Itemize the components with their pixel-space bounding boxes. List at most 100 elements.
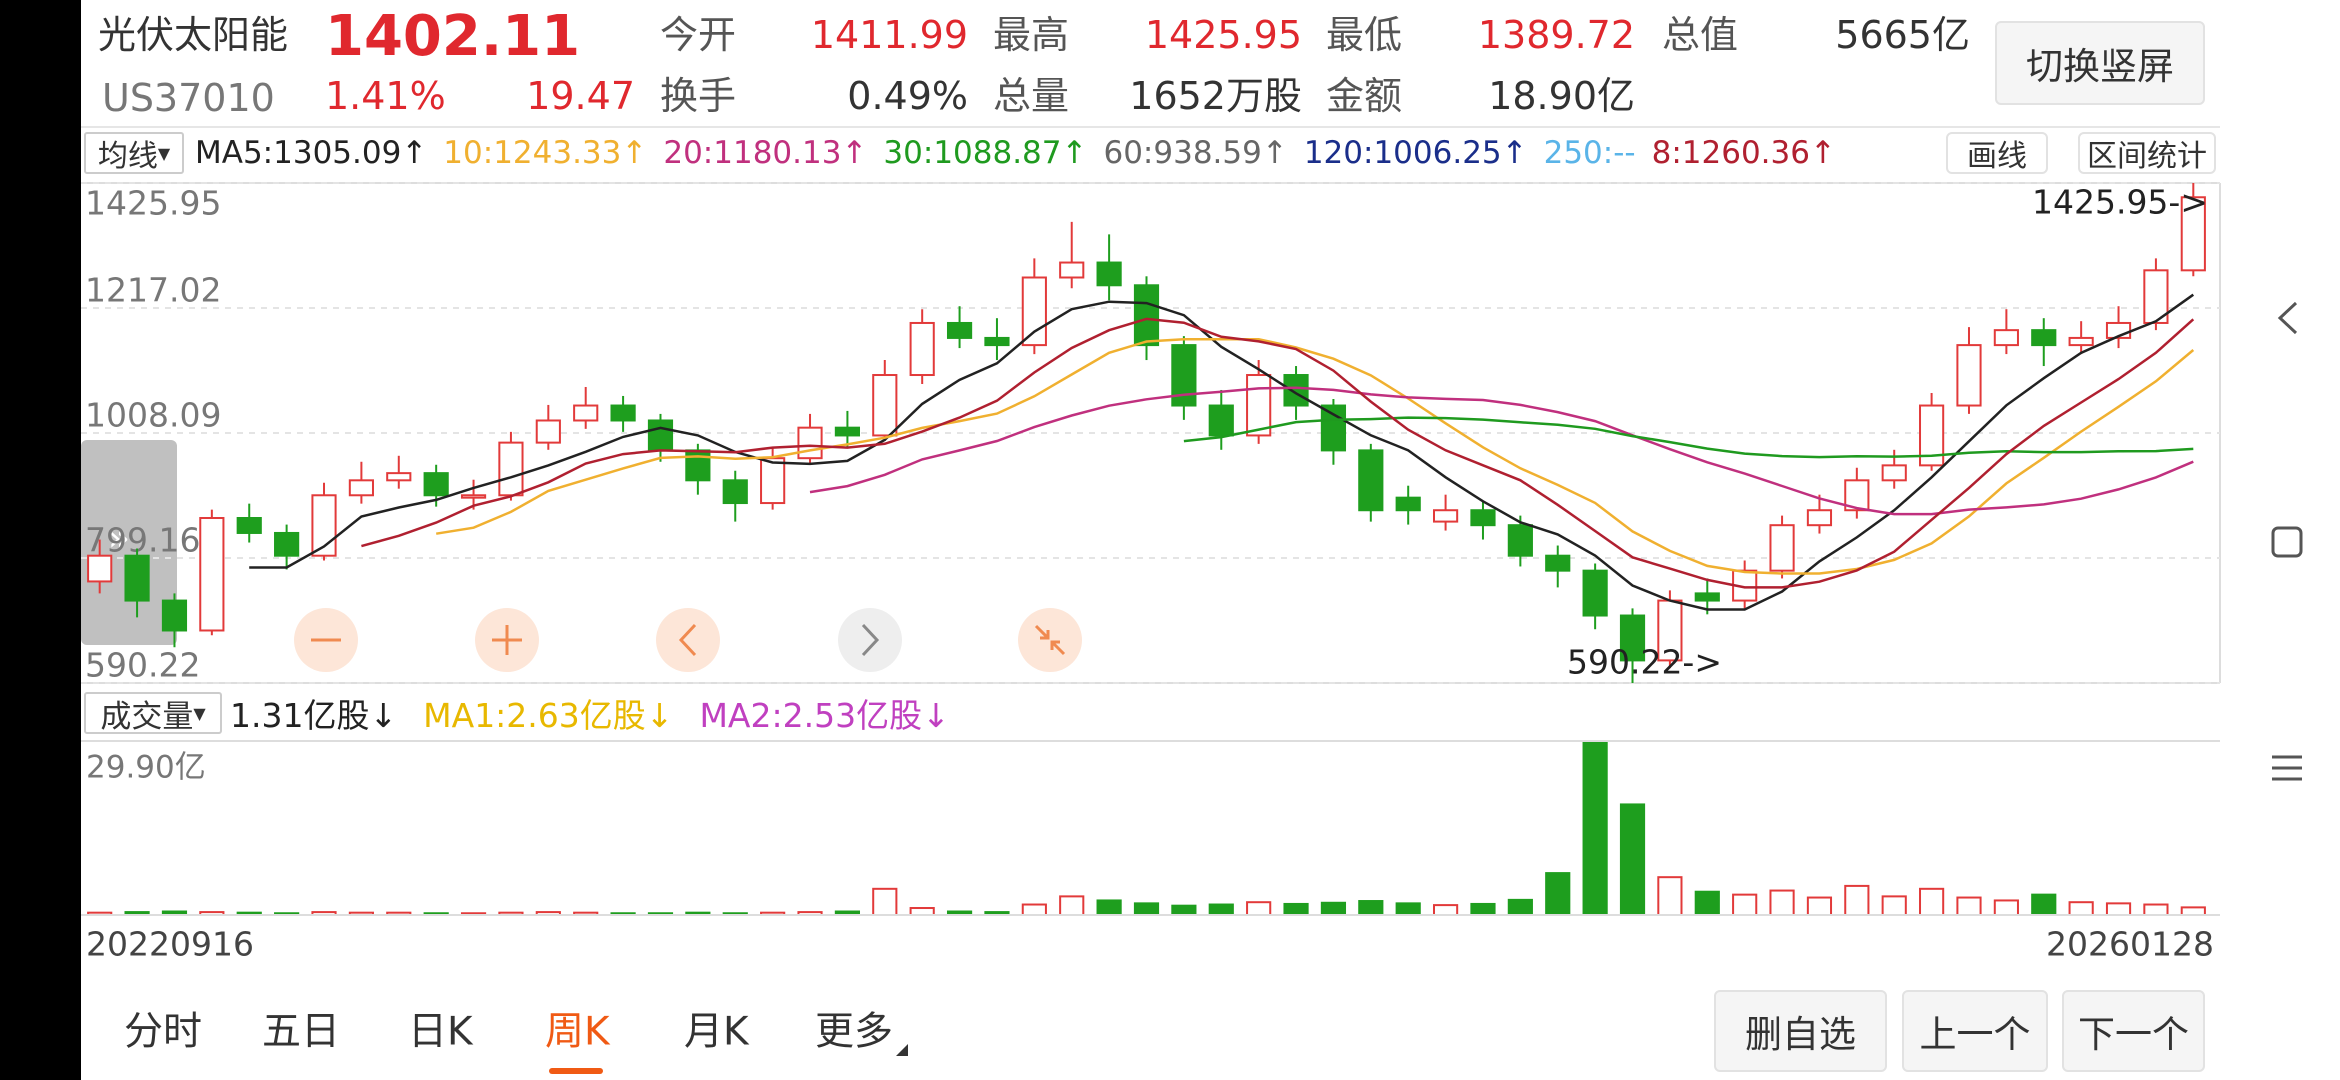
stock-price: 1402.11 [325,4,581,69]
tab[interactable]: 月K [684,1009,749,1055]
range-button[interactable]: 区间统计 [2078,132,2216,174]
candle-body [685,449,711,482]
ma-legend: MA5:1305.09↑ [195,135,428,171]
y-tick-label: 590.22 [85,646,200,685]
back-icon[interactable] [2277,301,2298,335]
menu-icon[interactable] [2272,755,2302,781]
ma-line [361,317,2195,589]
stock-code: US37010 [102,76,275,120]
tab[interactable]: 周K [545,1009,610,1055]
volume-bar [909,907,935,917]
min-annotation: 590.22-> [1567,643,1722,682]
volume-bar [1919,887,1945,916]
reset-zoom[interactable] [1018,608,1082,672]
ma-items: MA5:1305.09↑ 10:1243.33↑ 20:1180.13↑ 30:108… [195,135,1836,171]
candle-body [161,599,188,632]
tab-underline [549,1068,603,1074]
action-button[interactable]: 上一个 [1902,990,2048,1072]
volume-bar [1732,893,1758,916]
rotate-button[interactable]: 切换竖屏 [1995,21,2205,105]
change: 19.47 [526,74,635,118]
y-tick-label: 1217.02 [85,270,221,309]
ma-selector-label: 均线 [97,139,158,174]
action-button[interactable]: 下一个 [2062,990,2205,1072]
volume-bar [1432,904,1459,916]
vol-selector[interactable]: 成交量 ▼ [84,692,222,735]
candle-body [1881,464,1907,482]
more-arrow [896,1044,908,1056]
stat-value: 0.49% [847,74,968,118]
divider [81,126,2220,128]
candle-body [1806,509,1833,527]
vol-legend: MA1:2.63亿股↓ [423,696,674,735]
volume-bar [2031,893,2057,916]
candle-body [834,426,861,437]
icon [1034,624,1066,656]
tab[interactable]: 日K [408,1009,473,1055]
home-icon[interactable] [2271,526,2303,558]
candle-body [573,404,599,422]
left-bar [0,0,81,1080]
stat-label: 总量 [993,74,1070,118]
candle-body [236,517,262,534]
ma-line [436,337,2195,575]
volume-bar [1507,898,1533,917]
candle-body [1470,509,1496,527]
volume-bar [1096,899,1122,916]
candle-body [535,419,561,444]
y-tick-label: 1425.95 [85,184,221,223]
candle-body [1320,404,1347,452]
dropdown-arrow: ▼ [193,703,206,723]
volume-bar [1133,902,1160,917]
candle-body [946,321,973,339]
stock-name: 光伏太阳能 [98,13,289,57]
volume-bar [2180,906,2206,916]
candle-body [610,404,636,422]
volume-bar [1694,890,1720,917]
stat-label: 换手 [660,74,737,118]
candle-body [199,517,225,632]
tab[interactable]: 更多 [815,1009,894,1055]
icon [861,623,880,657]
volume-bar [2068,901,2094,917]
candle-body [498,441,524,497]
move-left[interactable] [656,608,720,672]
candle-body [274,531,300,557]
volume-bar [1320,901,1347,916]
volume-bar [1806,896,1833,917]
draw-button[interactable]: 画线 [1946,132,2048,174]
candle-body [1283,374,1309,407]
candle-body [1395,496,1421,512]
stat-value: 5665亿 [1835,13,1970,57]
candle-body [348,479,374,497]
change-pct: 1.41% [325,74,446,118]
tab[interactable]: 分时 [124,1009,203,1055]
move-right[interactable] [838,608,902,672]
candle-body [1919,404,1945,467]
candle-body [1096,261,1122,287]
candle-body [423,472,449,497]
zoom-controls [294,608,1082,672]
candle-body [872,374,898,437]
volume-bar [1582,740,1608,916]
ma-line [249,293,2195,611]
candle-body [1021,276,1047,347]
volume-bar [1956,896,1982,917]
action-button[interactable]: 删自选 [1714,990,1887,1072]
volume-bar [1657,876,1683,916]
side-handle[interactable] [81,440,177,645]
candle-body [1059,261,1085,279]
volume-bar [1395,902,1421,917]
handle-icon: » [108,518,130,559]
ma-legend: 60:938.59↑ [1103,135,1288,171]
ma-selector[interactable]: 均线 ▼ [84,132,184,174]
volume-bar [1059,895,1085,917]
candle-body [1246,374,1272,437]
volume-bar [1208,903,1234,917]
volume-bar [1470,902,1496,916]
y-tick-label: 799.16 [85,520,200,559]
candle-body [2068,336,2094,347]
tab[interactable]: 五日 [262,1009,341,1055]
stat-value: 1425.95 [1144,13,1302,57]
